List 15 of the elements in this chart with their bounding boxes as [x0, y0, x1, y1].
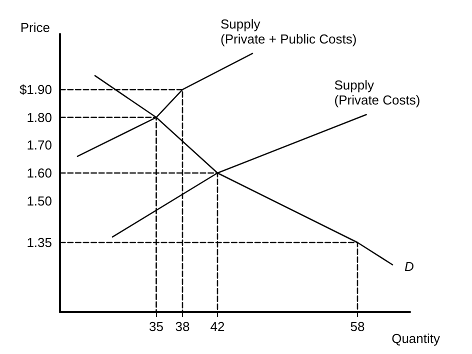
x-axis-title: Quantity — [392, 331, 440, 346]
y-tick-label: 1.70 — [26, 138, 52, 153]
y-tick-label: 1.35 — [26, 235, 52, 250]
x-tick-label: 35 — [149, 319, 164, 334]
x-tick-label: 38 — [175, 319, 190, 334]
y-tick-label: 1.60 — [26, 166, 52, 180]
series-label: D — [404, 259, 414, 274]
y-tick-label: 1.50 — [26, 193, 52, 208]
series-label: Supply (Private Costs) — [334, 78, 420, 108]
y-axis-title: Price — [20, 20, 50, 35]
y-tick-label: $1.90 — [19, 82, 52, 98]
x-tick-label: 42 — [210, 319, 225, 334]
y-tick-label: 1.80 — [26, 110, 52, 125]
series-label: Supply (Private + Public Costs) — [220, 16, 357, 46]
x-tick-label: 58 — [350, 319, 365, 334]
